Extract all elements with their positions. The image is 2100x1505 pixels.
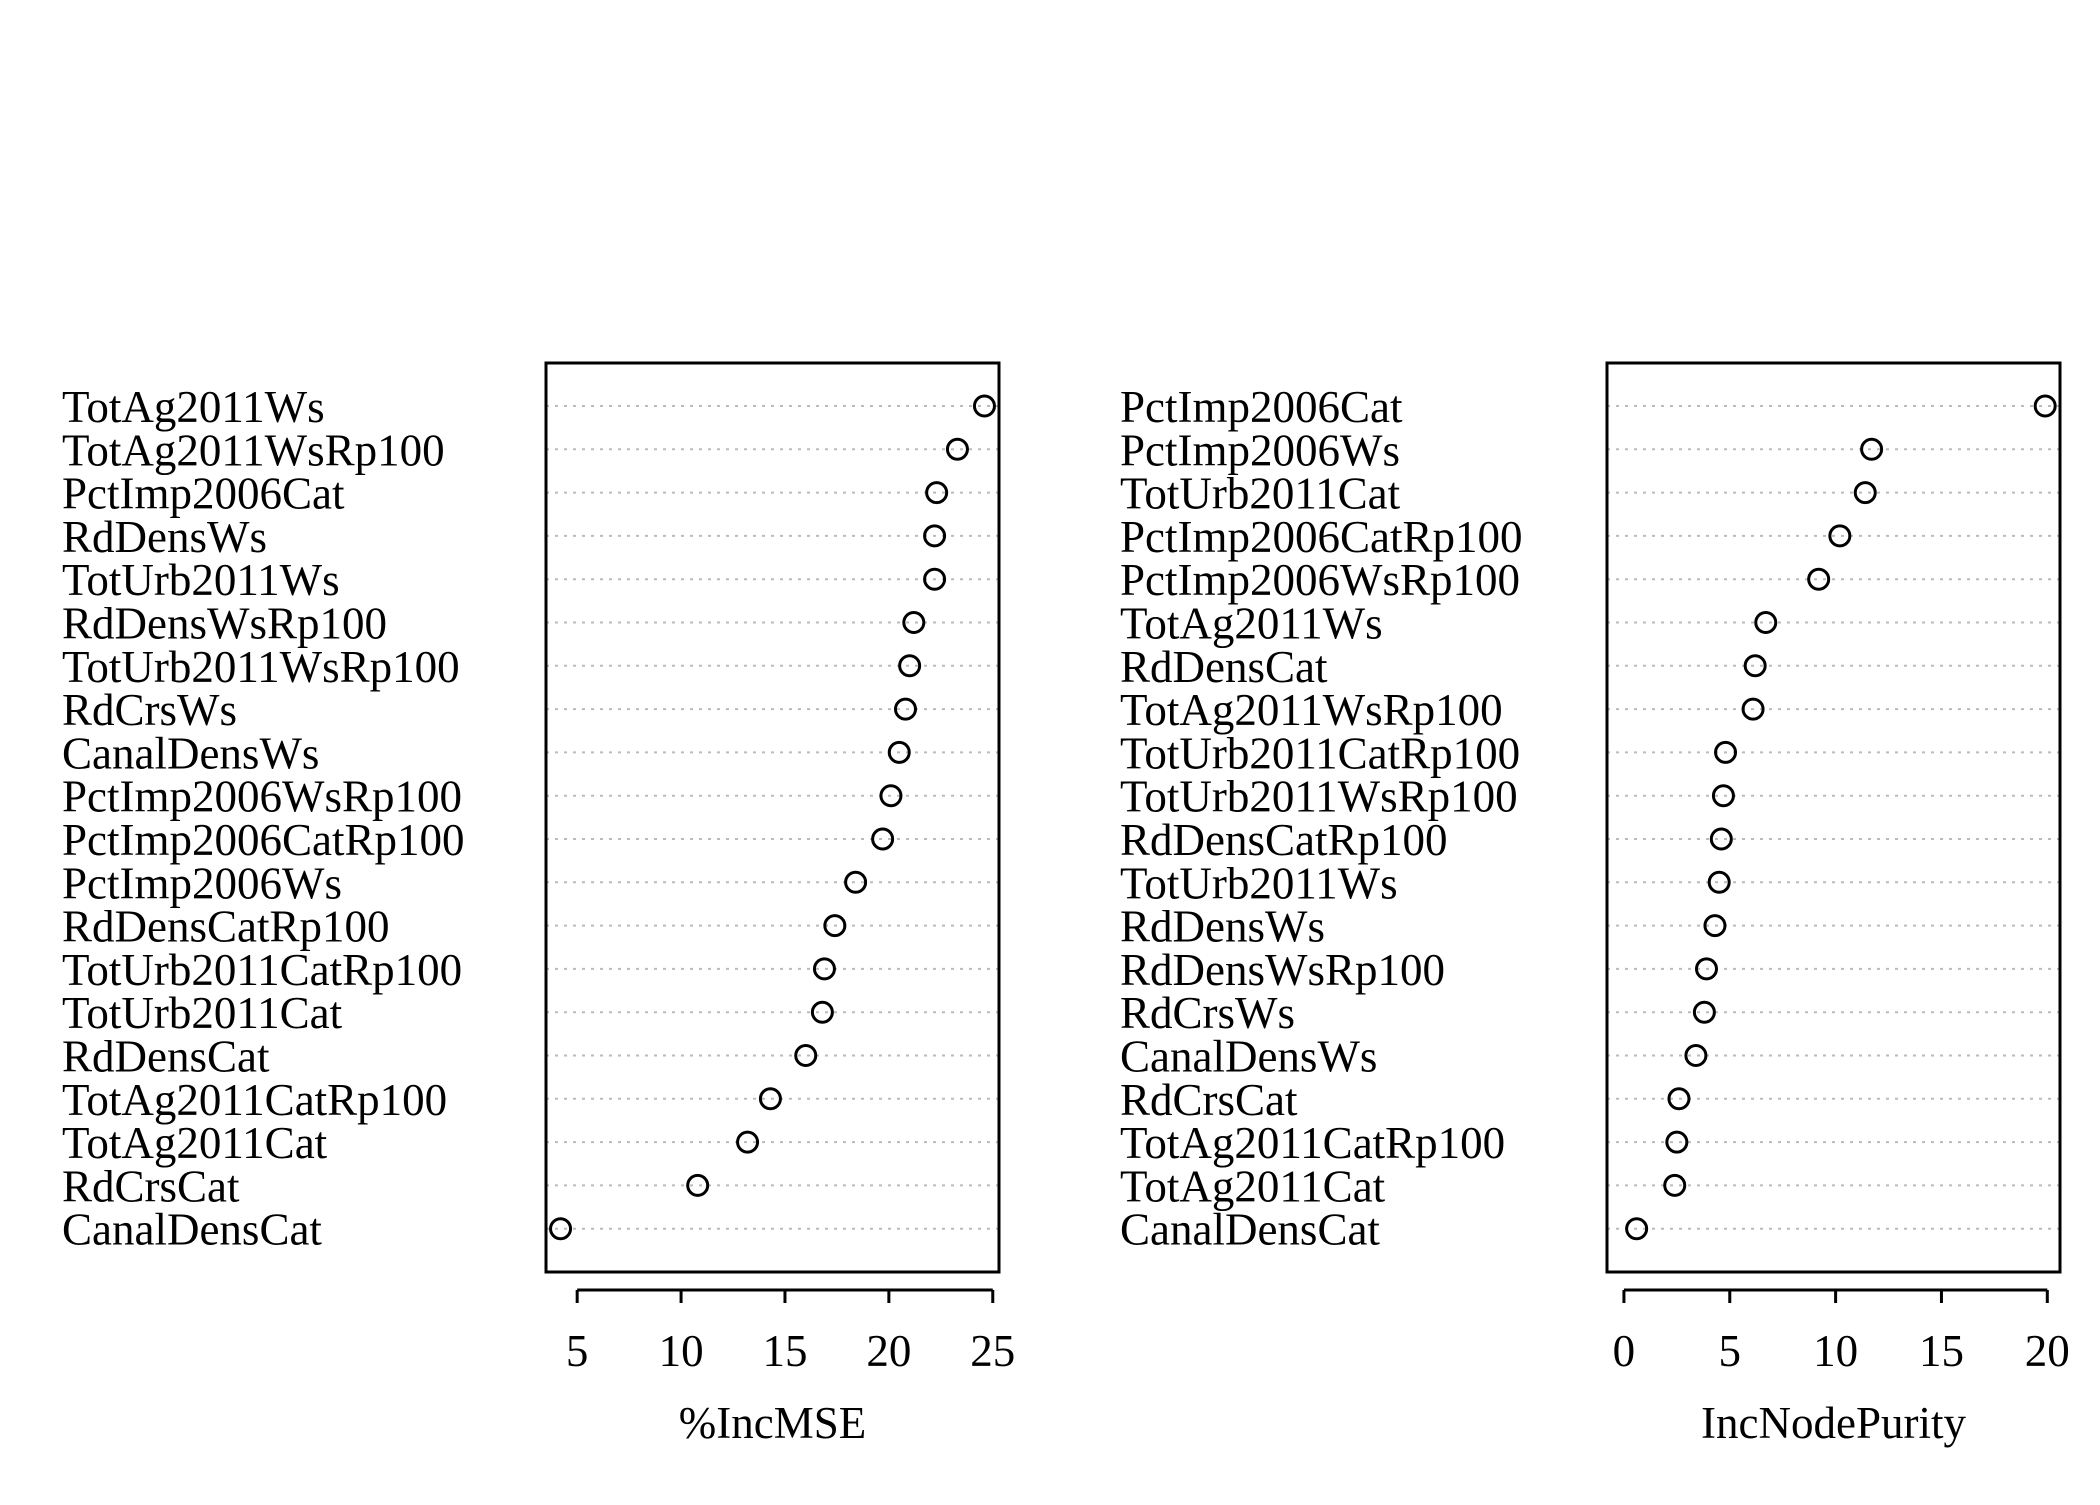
- plot-frame: [1605, 361, 2062, 1274]
- data-point: [1663, 1173, 1687, 1197]
- data-point: [879, 784, 903, 808]
- row-label: TotUrb2011CatRp100: [62, 945, 462, 995]
- x-tick-label: 25: [970, 1326, 1015, 1376]
- row-label: RdDensWs: [62, 512, 267, 562]
- x-tick-label: 5: [566, 1326, 589, 1376]
- row-label: TotUrb2011Cat: [62, 988, 343, 1038]
- row-label: PctImp2006WsRp100: [1120, 555, 1520, 605]
- panel-2: PctImp2006CatPctImp2006WsTotUrb2011CatPc…: [1120, 361, 2070, 1448]
- x-tick-label: 20: [866, 1326, 911, 1376]
- row-label: PctImp2006CatRp100: [62, 815, 465, 865]
- row-label: TotUrb2011Ws: [1120, 858, 1398, 908]
- plot-frame: [544, 361, 1001, 1274]
- data-point: [1860, 437, 1884, 461]
- row-label: RdDensWsRp100: [1120, 945, 1445, 995]
- row-label: TotUrb2011WsRp100: [62, 642, 460, 692]
- row-label: TotUrb2011Cat: [1120, 469, 1401, 519]
- data-point: [1741, 697, 1765, 721]
- row-label: TotUrb2011WsRp100: [1120, 772, 1518, 822]
- data-point: [2033, 394, 2057, 418]
- data-point: [945, 437, 969, 461]
- x-tick-label: 10: [659, 1326, 704, 1376]
- data-point: [1667, 1087, 1691, 1111]
- row-label: PctImp2006CatRp100: [1120, 512, 1523, 562]
- row-label: RdDensCat: [1120, 642, 1328, 692]
- row-label: RdCrsCat: [62, 1161, 240, 1211]
- data-point: [1743, 654, 1767, 678]
- row-label: PctImp2006Cat: [62, 469, 345, 519]
- row-label: RdDensCatRp100: [62, 902, 390, 952]
- data-point: [898, 654, 922, 678]
- data-point: [1625, 1217, 1649, 1241]
- data-point: [1665, 1130, 1689, 1154]
- row-label: TotAg2011Cat: [1120, 1161, 1386, 1211]
- row-label: PctImp2006Cat: [1120, 382, 1403, 432]
- data-point: [844, 870, 868, 894]
- row-label: TotAg2011WsRp100: [1120, 685, 1503, 735]
- data-point: [923, 567, 947, 591]
- data-point: [887, 740, 911, 764]
- x-tick-label: 15: [762, 1326, 807, 1376]
- row-label: RdDensCat: [62, 1032, 270, 1082]
- row-label: RdDensWs: [1120, 902, 1325, 952]
- data-point: [893, 697, 917, 721]
- x-tick-label: 20: [2025, 1326, 2070, 1376]
- row-label: RdCrsWs: [1120, 988, 1295, 1038]
- row-label: TotUrb2011CatRp100: [1120, 728, 1520, 778]
- x-tick-label: 10: [1813, 1326, 1858, 1376]
- data-point: [794, 1044, 818, 1067]
- data-point: [1684, 1044, 1708, 1067]
- row-label: CanalDensWs: [62, 728, 319, 778]
- x-tick-label: 15: [1919, 1326, 1964, 1376]
- data-point: [549, 1217, 573, 1241]
- data-point: [1853, 481, 1877, 505]
- row-label: TotAg2011Cat: [62, 1118, 328, 1168]
- row-label: TotAg2011Ws: [1120, 599, 1383, 649]
- data-point: [1828, 524, 1852, 548]
- row-label: CanalDensCat: [1120, 1205, 1380, 1255]
- x-axis-title: %IncMSE: [679, 1398, 866, 1448]
- row-label: TotUrb2011Ws: [62, 555, 340, 605]
- data-point: [923, 524, 947, 548]
- data-point: [736, 1130, 760, 1154]
- data-point: [810, 1000, 834, 1024]
- data-point: [1754, 611, 1778, 634]
- data-point: [1714, 740, 1738, 764]
- data-point: [1711, 784, 1735, 808]
- row-label: TotAg2011Ws: [62, 382, 325, 432]
- row-label: CanalDensCat: [62, 1205, 322, 1255]
- data-point: [1709, 827, 1733, 851]
- x-axis-title: IncNodePurity: [1701, 1398, 1966, 1448]
- row-label: TotAg2011CatRp100: [1120, 1118, 1505, 1168]
- row-label: PctImp2006WsRp100: [62, 772, 462, 822]
- row-label: PctImp2006Ws: [1120, 425, 1400, 475]
- data-point: [925, 481, 949, 505]
- data-point: [812, 957, 836, 981]
- row-label: CanalDensWs: [1120, 1032, 1377, 1082]
- x-tick-label: 5: [1719, 1326, 1742, 1376]
- data-point: [1692, 1000, 1716, 1024]
- data-point: [1707, 870, 1731, 894]
- row-label: RdDensCatRp100: [1120, 815, 1448, 865]
- row-label: RdDensWsRp100: [62, 599, 387, 649]
- row-label: TotAg2011WsRp100: [62, 425, 445, 475]
- data-point: [972, 394, 996, 418]
- panel-1: TotAg2011WsTotAg2011WsRp100PctImp2006Cat…: [62, 361, 1015, 1448]
- row-label: PctImp2006Ws: [62, 858, 342, 908]
- data-point: [1694, 957, 1718, 981]
- row-label: RdCrsCat: [1120, 1075, 1298, 1125]
- data-point: [686, 1173, 710, 1197]
- data-point: [871, 827, 895, 851]
- data-point: [758, 1087, 782, 1111]
- data-point: [1703, 914, 1727, 938]
- row-label: RdCrsWs: [62, 685, 237, 735]
- data-point: [823, 914, 847, 938]
- data-point: [902, 611, 926, 634]
- row-label: TotAg2011CatRp100: [62, 1075, 447, 1125]
- data-point: [1807, 567, 1831, 591]
- x-tick-label: 0: [1613, 1326, 1636, 1376]
